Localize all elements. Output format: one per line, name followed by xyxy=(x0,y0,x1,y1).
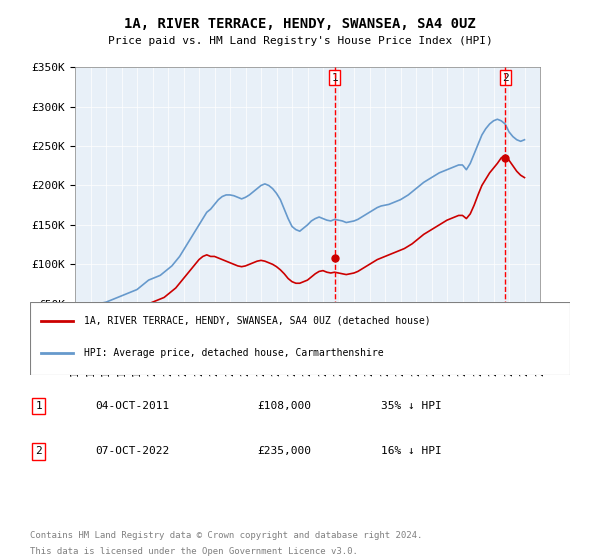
Text: HPI: Average price, detached house, Carmarthenshire: HPI: Average price, detached house, Carm… xyxy=(84,348,383,358)
Text: 07-OCT-2022: 07-OCT-2022 xyxy=(95,446,169,456)
Text: 1: 1 xyxy=(331,73,338,83)
Text: £235,000: £235,000 xyxy=(257,446,311,456)
Text: This data is licensed under the Open Government Licence v3.0.: This data is licensed under the Open Gov… xyxy=(30,548,358,557)
Text: 04-OCT-2011: 04-OCT-2011 xyxy=(95,401,169,411)
Text: 35% ↓ HPI: 35% ↓ HPI xyxy=(381,401,442,411)
Text: 2: 2 xyxy=(35,446,42,456)
Text: Contains HM Land Registry data © Crown copyright and database right 2024.: Contains HM Land Registry data © Crown c… xyxy=(30,531,422,540)
Text: 1A, RIVER TERRACE, HENDY, SWANSEA, SA4 0UZ: 1A, RIVER TERRACE, HENDY, SWANSEA, SA4 0… xyxy=(124,17,476,31)
Text: 1: 1 xyxy=(35,401,42,411)
Text: 1A, RIVER TERRACE, HENDY, SWANSEA, SA4 0UZ (detached house): 1A, RIVER TERRACE, HENDY, SWANSEA, SA4 0… xyxy=(84,316,431,325)
Text: £108,000: £108,000 xyxy=(257,401,311,411)
Text: 16% ↓ HPI: 16% ↓ HPI xyxy=(381,446,442,456)
Text: 2: 2 xyxy=(502,73,509,83)
Text: Price paid vs. HM Land Registry's House Price Index (HPI): Price paid vs. HM Land Registry's House … xyxy=(107,36,493,46)
FancyBboxPatch shape xyxy=(30,302,570,375)
